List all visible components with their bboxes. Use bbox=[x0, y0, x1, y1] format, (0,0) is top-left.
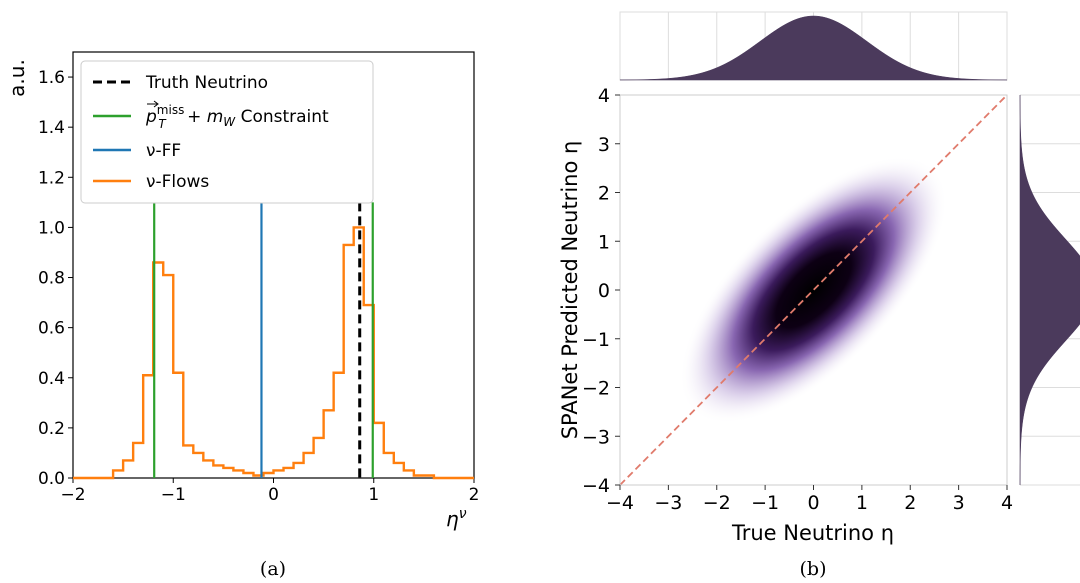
legend-label: pmiss T + mW Constraint bbox=[145, 103, 329, 131]
legend-label: Truth Neutrino bbox=[145, 73, 268, 93]
y-tick-label: 0.6 bbox=[38, 319, 65, 339]
legend-label-part: Constraint bbox=[235, 107, 329, 127]
legend-label-part: W bbox=[223, 115, 236, 129]
y-tick-label: 0.4 bbox=[38, 369, 65, 389]
nu-flows-histogram bbox=[73, 226, 474, 480]
x-tick-label: 0 bbox=[268, 485, 279, 505]
y-tick-label: 0.8 bbox=[38, 269, 65, 289]
chart-a-ylabel: a.u. bbox=[5, 59, 29, 97]
legend-label-part: miss bbox=[157, 103, 185, 117]
y-tick-label: 0.0 bbox=[38, 469, 65, 489]
legend-label-part: + m bbox=[182, 107, 224, 127]
y-tick-label: 0.2 bbox=[38, 419, 65, 439]
legend-label: ν-FF bbox=[146, 141, 181, 161]
legend-label-part: p bbox=[145, 107, 157, 127]
chart-a-caption: (a) bbox=[260, 558, 286, 580]
chart-a-plot: −2 −1 0 1 2 0.0 0.2 0.4 0.6 0.8 1.0 1.2 1.4 1.6 a.u. ην… bbox=[5, 51, 480, 531]
x-tick-label: −1 bbox=[161, 485, 186, 505]
y-tick-label: 1.4 bbox=[38, 118, 65, 138]
y-tick-label: 1.6 bbox=[38, 68, 65, 88]
chart-a-legend: Truth Neutrino pmiss T + mW Constraint ν-FF… bbox=[80, 60, 374, 204]
y-tick-label: 1.0 bbox=[38, 218, 65, 238]
legend-label: ν-Flows bbox=[146, 172, 209, 192]
legend-vector-arrowhead bbox=[153, 100, 159, 108]
chart-a-xlabel: ην bbox=[446, 506, 467, 531]
x-tick-label: 1 bbox=[368, 485, 379, 505]
chart-a-xlabel-superscript: ν bbox=[459, 506, 467, 522]
x-tick-label: 2 bbox=[469, 485, 480, 505]
y-tick-label: 1.2 bbox=[38, 168, 65, 188]
x-tick-label: −2 bbox=[60, 485, 85, 505]
legend-label-part: T bbox=[158, 117, 167, 131]
legend-box bbox=[80, 60, 374, 204]
